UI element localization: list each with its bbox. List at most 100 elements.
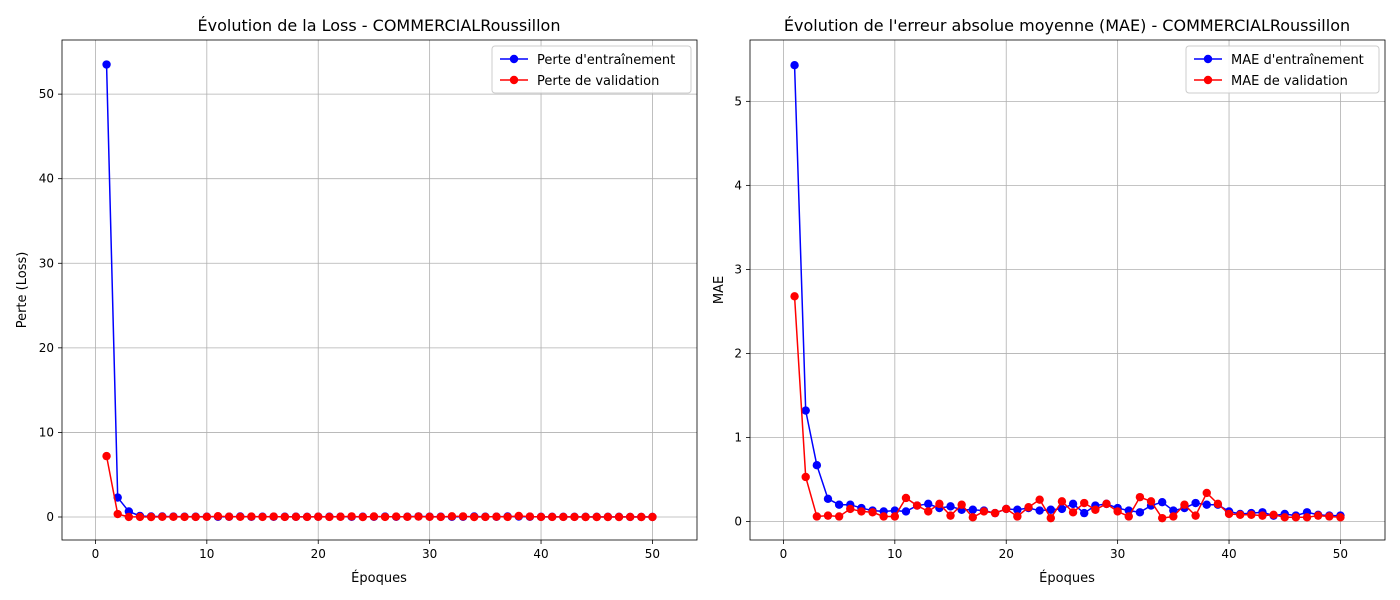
mae-series-1-point	[1013, 512, 1022, 521]
mae-series-1-point	[957, 500, 966, 509]
loss-series-1-point	[514, 511, 523, 521]
mae-series-1-point	[1146, 497, 1156, 506]
loss-series-1-point	[436, 512, 445, 522]
loss-series-1-point	[570, 512, 579, 522]
mae-series-1-point	[846, 504, 855, 514]
mae-xtick-label: 0	[780, 547, 788, 561]
loss-series-1-point	[247, 512, 256, 521]
mae-series-1-line	[793, 296, 1341, 520]
loss-series-1-point	[403, 512, 412, 522]
mae-series-1-point	[946, 511, 955, 520]
mae-series-1-point	[1235, 510, 1245, 519]
mae-series-1-point	[1091, 505, 1100, 514]
mae-chart-title: Évolution de l'erreur absolue moyenne (M…	[784, 16, 1350, 35]
loss-series-1-point	[269, 512, 278, 521]
loss-series-1-point	[447, 512, 457, 521]
mae-ytick-label: 3	[734, 262, 742, 276]
loss-series-1-point	[347, 512, 356, 521]
mae-series-0-point	[812, 461, 822, 470]
mae-series-0-point	[1191, 498, 1200, 508]
mae-series-0-point	[1135, 508, 1145, 517]
loss-series-1-point	[180, 512, 189, 522]
mae-series-0-point	[946, 502, 955, 511]
mae-series-1-point	[1068, 508, 1078, 517]
mae-series-0-point	[1068, 499, 1078, 509]
mae-series-1-point	[1035, 495, 1044, 504]
loss-xtick-label: 20	[311, 547, 326, 561]
loss-series-1-point	[146, 512, 156, 522]
mae-legend-marker-1	[1203, 75, 1213, 85]
mae-series-1-point	[812, 512, 822, 521]
mae-series-1-point	[1280, 513, 1289, 522]
loss-chart-xlabel: Époques	[351, 570, 407, 586]
mae-legend-label-0: MAE d'entraînement	[1231, 53, 1364, 68]
loss-frame	[61, 39, 698, 541]
mae-series-1-point	[1157, 513, 1167, 523]
loss-series-1-point	[559, 512, 568, 522]
loss-series-1-point	[236, 512, 245, 522]
loss-series-1-point	[536, 512, 546, 522]
mae-series-1-point	[968, 513, 978, 522]
mae-series-0-point	[1057, 504, 1067, 514]
mae-series-1-point	[1046, 513, 1055, 523]
mae-xtick-label: 50	[1333, 547, 1348, 561]
loss-series-1-point	[158, 512, 167, 522]
mae-chart-xlabel: Époques	[1039, 570, 1095, 586]
mae-xtick-label: 30	[1110, 547, 1125, 561]
mae-chart-ylabel: MAE	[712, 276, 727, 304]
mae-series-1-point	[1102, 499, 1111, 509]
mae-series-1-point	[834, 512, 844, 521]
loss-series-1-point	[469, 512, 479, 522]
loss-legend-label-1: Perte de validation	[537, 74, 659, 89]
mae-series-1-point	[1002, 504, 1011, 514]
loss-series-1-point	[213, 512, 223, 521]
loss-series-1-point	[492, 512, 501, 521]
mae-series-1-point	[868, 508, 877, 517]
loss-series-1-point	[202, 512, 212, 522]
mae-legend-label-1: MAE de validation	[1231, 74, 1348, 89]
mae-series-1-point	[979, 507, 989, 516]
mae-legend-marker-0	[1203, 54, 1213, 64]
loss-series-1-point	[625, 512, 635, 522]
loss-series-1-point	[425, 512, 434, 522]
mae-series-0-point	[1035, 506, 1044, 515]
mae-ytick-label: 5	[734, 94, 742, 108]
mae-series-1-point	[1247, 510, 1256, 519]
mae-legend-box	[1185, 45, 1380, 94]
loss-series-1-point	[503, 512, 512, 522]
loss-series-1-point	[280, 512, 290, 522]
mae-series-0-point	[968, 505, 978, 514]
mae-series-1-point	[1325, 512, 1334, 521]
mae-series-0-point	[1169, 506, 1178, 515]
mae-legend: MAE d'entraînement MAE de validation	[1185, 45, 1380, 94]
mae-series-1-point	[790, 292, 799, 301]
loss-series-1-point	[392, 512, 401, 521]
mae-series-1-point	[1124, 512, 1133, 521]
mae-series-1-point	[1291, 513, 1301, 522]
loss-chart-ylabel: Perte (Loss)	[15, 252, 30, 329]
mae-series-0-point	[901, 507, 911, 516]
mae-series-1-point	[1080, 498, 1089, 508]
loss-series-1-point	[603, 512, 613, 522]
loss-ytick-label: 40	[39, 172, 54, 186]
loss-series-1-point	[135, 512, 145, 522]
mae-series-0-point	[790, 61, 799, 70]
mae-series-1-point	[1269, 510, 1278, 519]
mae-xtick-label: 10	[887, 547, 902, 561]
mae-series-1-point	[890, 512, 900, 521]
loss-xtick-label: 0	[92, 547, 100, 561]
loss-series-1-point	[581, 512, 590, 522]
loss-series-1-point	[258, 512, 267, 522]
loss-series-1-point	[191, 512, 200, 522]
mae-series-0-point	[801, 406, 810, 415]
loss-series-1-point	[169, 512, 178, 522]
loss-legend-box	[491, 45, 692, 94]
loss-series-1-point	[525, 512, 535, 521]
mae-series-1-point	[857, 507, 866, 516]
loss-series-1-point	[336, 512, 345, 521]
mae-series-1-point	[1302, 513, 1312, 522]
mae-ytick-label: 4	[734, 178, 742, 192]
mae-series-0-point	[1013, 505, 1022, 514]
loss-legend-label-0: Perte d'entraînement	[537, 53, 675, 68]
